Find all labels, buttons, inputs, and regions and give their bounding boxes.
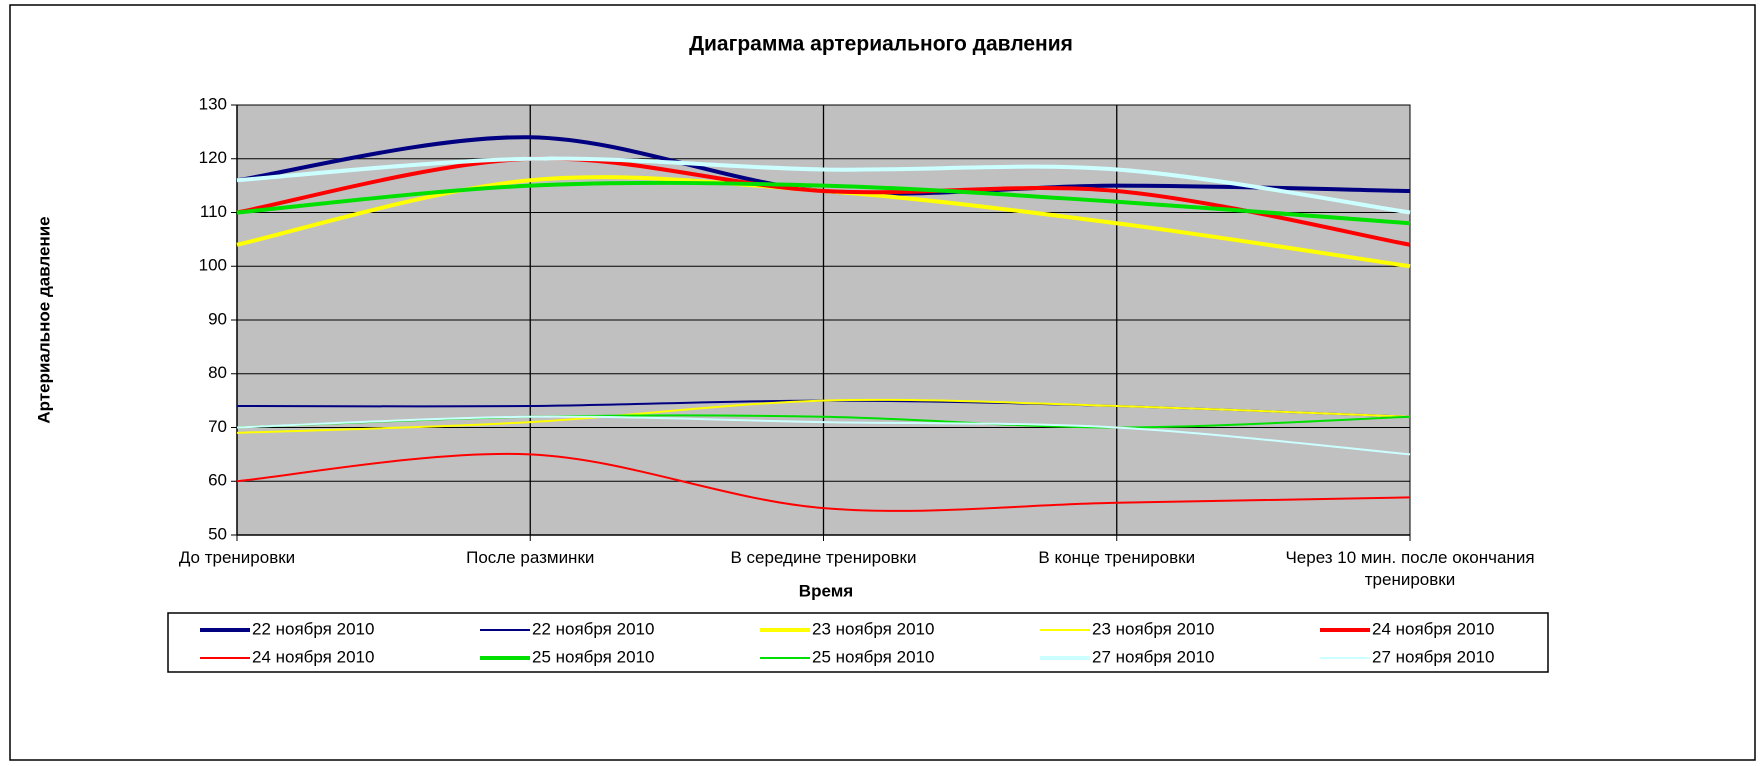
x-axis-title: Время: [799, 581, 853, 600]
legend-label: 24 ноября 2010: [1372, 619, 1494, 638]
legend-label: 27 ноября 2010: [1092, 647, 1214, 666]
y-tick-label: 60: [208, 471, 227, 490]
x-tick-label: В конце тренировки: [1038, 548, 1196, 567]
legend-box: [167, 612, 1549, 673]
series-line: [236, 156, 1411, 215]
x-tick-label: До тренировки: [178, 548, 296, 567]
legend-label: 22 ноября 2010: [252, 619, 374, 638]
y-tick-label: 120: [199, 148, 227, 167]
y-axis-title: Артериальное давление: [34, 216, 53, 423]
legend-label: 25 ноября 2010: [812, 647, 934, 666]
plot-border: [236, 104, 1411, 536]
y-tick-label: 80: [208, 363, 227, 382]
legend-label: 22 ноября 2010: [532, 619, 654, 638]
y-tick-label: 50: [208, 524, 227, 543]
legend-label: 23 ноября 2010: [1092, 619, 1214, 638]
series-line: [236, 452, 1411, 512]
series-line: [236, 180, 1411, 226]
x-tick-label: После разминки: [466, 548, 595, 567]
legend-label: 27 ноября 2010: [1372, 647, 1494, 666]
legend-label: 24 ноября 2010: [252, 647, 374, 666]
x-tick-label: Через 10 мин. после окончания тренировки: [1285, 548, 1535, 589]
y-tick-label: 110: [200, 202, 227, 221]
series-line: [236, 156, 1411, 247]
y-tick-label: 70: [208, 417, 227, 436]
legend-label: 25 ноября 2010: [532, 647, 654, 666]
x-tick-label: В середине тренировки: [730, 548, 917, 567]
chart-title: Диаграмма артериального давления: [689, 33, 1073, 56]
legend-label: 23 ноября 2010: [812, 619, 934, 638]
series-line: [236, 398, 1411, 434]
y-tick-label: 90: [208, 309, 227, 328]
y-tick-label: 100: [199, 256, 227, 275]
series-line: [236, 415, 1411, 456]
y-tick-label: 130: [199, 94, 227, 113]
